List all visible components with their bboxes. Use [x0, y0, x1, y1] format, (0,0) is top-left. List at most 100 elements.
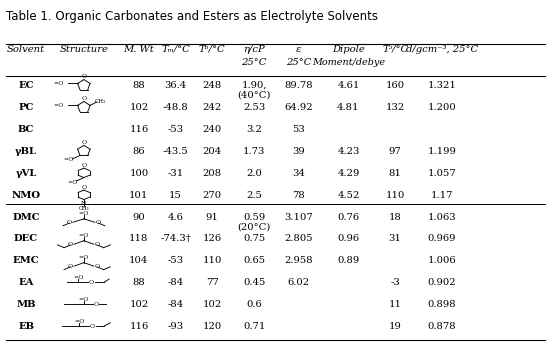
- Text: O: O: [95, 243, 100, 247]
- Text: 39: 39: [293, 147, 305, 156]
- Text: Solvent: Solvent: [7, 45, 45, 54]
- Text: 1.063: 1.063: [427, 213, 456, 222]
- Text: EMC: EMC: [13, 256, 40, 266]
- Text: =O: =O: [79, 255, 89, 260]
- Text: O: O: [67, 221, 72, 226]
- Text: -84: -84: [167, 278, 184, 287]
- Text: EB: EB: [18, 322, 34, 331]
- Text: γVL: γVL: [15, 169, 37, 178]
- Text: =O: =O: [74, 319, 85, 324]
- Text: 110: 110: [386, 191, 405, 200]
- Text: 132: 132: [386, 103, 405, 112]
- Text: M. Wt: M. Wt: [124, 45, 154, 54]
- Text: 0.969: 0.969: [428, 235, 456, 244]
- Text: 0.96: 0.96: [337, 235, 360, 244]
- Text: -48.8: -48.8: [163, 103, 188, 112]
- Text: PC: PC: [19, 103, 34, 112]
- Text: Tₘ/°C: Tₘ/°C: [161, 45, 190, 54]
- Text: O: O: [94, 302, 98, 307]
- Text: O: O: [68, 243, 73, 247]
- Text: O: O: [81, 96, 86, 101]
- Text: 19: 19: [389, 322, 402, 331]
- Text: 18: 18: [389, 213, 402, 222]
- Text: 88: 88: [133, 278, 145, 287]
- Text: 2.53: 2.53: [243, 103, 265, 112]
- Text: O: O: [90, 324, 95, 329]
- Text: 1.006: 1.006: [427, 256, 456, 266]
- Text: 1.90,: 1.90,: [241, 81, 267, 90]
- Text: 116: 116: [129, 125, 149, 134]
- Text: 2.805: 2.805: [284, 235, 314, 244]
- Text: 102: 102: [129, 103, 149, 112]
- Text: 2.5: 2.5: [246, 191, 262, 200]
- Text: 4.61: 4.61: [337, 81, 360, 90]
- Text: =O: =O: [53, 81, 63, 86]
- Text: 100: 100: [129, 169, 149, 178]
- Text: -43.5: -43.5: [163, 147, 188, 156]
- Text: EA: EA: [19, 278, 34, 287]
- Text: 118: 118: [129, 235, 149, 244]
- Text: O: O: [96, 221, 101, 226]
- Text: η/cP: η/cP: [243, 45, 265, 54]
- Text: Table 1. Organic Carbonates and Esters as Electrolyte Solvents: Table 1. Organic Carbonates and Esters a…: [6, 10, 377, 23]
- Text: =O: =O: [53, 103, 63, 108]
- Text: 36.4: 36.4: [164, 81, 186, 90]
- Text: NMO: NMO: [12, 191, 41, 200]
- Text: 25°C: 25°C: [286, 58, 312, 67]
- Text: 1.057: 1.057: [427, 169, 456, 178]
- Text: 2.0: 2.0: [246, 169, 262, 178]
- Text: 6.02: 6.02: [288, 278, 310, 287]
- Text: 4.6: 4.6: [168, 213, 183, 222]
- Text: 4.23: 4.23: [337, 147, 360, 156]
- Text: 4.52: 4.52: [337, 191, 360, 200]
- Text: =O: =O: [79, 297, 89, 302]
- Text: -53: -53: [167, 125, 184, 134]
- Text: 0.65: 0.65: [243, 256, 265, 266]
- Text: =O: =O: [68, 180, 78, 185]
- Text: 4.81: 4.81: [337, 103, 360, 112]
- Text: O: O: [81, 185, 86, 190]
- Text: 88: 88: [133, 81, 145, 90]
- Text: 25°C: 25°C: [241, 58, 267, 67]
- Text: 11: 11: [389, 300, 402, 309]
- Text: =O: =O: [73, 275, 84, 280]
- Text: 3.107: 3.107: [284, 213, 314, 222]
- Text: 1.199: 1.199: [427, 147, 456, 156]
- Text: 0.898: 0.898: [427, 300, 456, 309]
- Text: -74.3†: -74.3†: [160, 235, 191, 244]
- Text: 0.45: 0.45: [243, 278, 265, 287]
- Text: Dipole: Dipole: [332, 45, 365, 54]
- Text: 248: 248: [202, 81, 222, 90]
- Text: 89.78: 89.78: [284, 81, 314, 90]
- Text: 91: 91: [206, 213, 218, 222]
- Text: -53: -53: [167, 256, 184, 266]
- Text: DEC: DEC: [14, 235, 38, 244]
- Text: 126: 126: [202, 235, 222, 244]
- Text: 64.92: 64.92: [284, 103, 314, 112]
- Text: 242: 242: [202, 103, 222, 112]
- Text: 0.76: 0.76: [337, 213, 360, 222]
- Text: =O: =O: [79, 233, 89, 238]
- Text: 2.958: 2.958: [284, 256, 314, 266]
- Text: 0.6: 0.6: [246, 300, 262, 309]
- Text: ε: ε: [296, 45, 301, 54]
- Text: -3: -3: [390, 278, 400, 287]
- Text: -31: -31: [167, 169, 184, 178]
- Text: 0.89: 0.89: [337, 256, 360, 266]
- Text: CH₃: CH₃: [79, 206, 89, 211]
- Text: 81: 81: [389, 169, 402, 178]
- Text: O: O: [68, 264, 73, 269]
- Text: N: N: [81, 200, 86, 206]
- Text: 104: 104: [129, 256, 149, 266]
- Text: Moment/debye: Moment/debye: [312, 58, 385, 67]
- Text: 90: 90: [133, 213, 145, 222]
- Text: 116: 116: [129, 322, 149, 331]
- Text: 86: 86: [133, 147, 145, 156]
- Text: -93: -93: [167, 322, 184, 331]
- Text: 0.75: 0.75: [243, 235, 265, 244]
- Text: O: O: [81, 74, 86, 79]
- Text: DMC: DMC: [12, 213, 40, 222]
- Text: (20°C): (20°C): [238, 222, 271, 231]
- Text: 110: 110: [202, 256, 222, 266]
- Text: 4.29: 4.29: [337, 169, 360, 178]
